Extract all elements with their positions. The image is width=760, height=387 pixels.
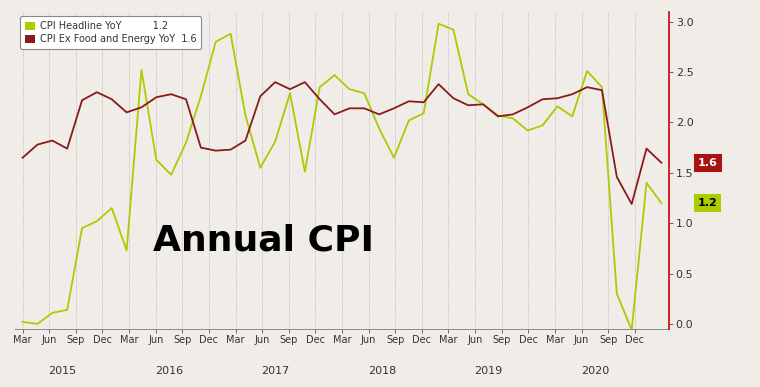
Text: 2019: 2019 [474,366,502,376]
Text: 2016: 2016 [155,366,183,376]
Text: Annual CPI: Annual CPI [153,223,374,257]
Text: 2018: 2018 [368,366,396,376]
Text: 1.2: 1.2 [698,198,717,208]
Text: 2015: 2015 [49,366,77,376]
Text: 2017: 2017 [261,366,290,376]
Text: 1.6: 1.6 [698,158,717,168]
Text: 2020: 2020 [581,366,609,376]
Legend: CPI Headline YoY          1.2, CPI Ex Food and Energy YoY  1.6: CPI Headline YoY 1.2, CPI Ex Food and En… [20,17,201,49]
